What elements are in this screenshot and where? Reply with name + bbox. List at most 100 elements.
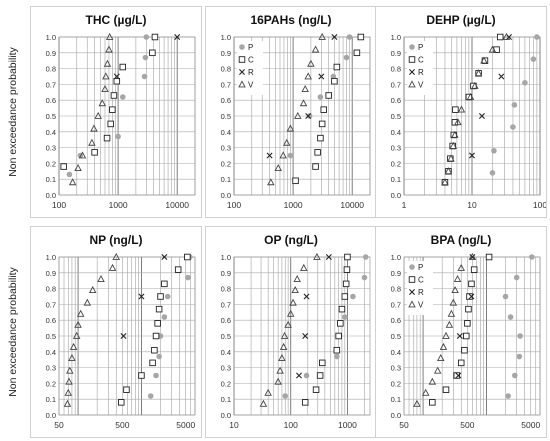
marker-c <box>468 280 475 288</box>
marker-v <box>94 111 102 119</box>
marker-v <box>68 353 76 361</box>
marker-v <box>471 81 479 89</box>
x-tick-label: 10 <box>467 200 477 210</box>
marker-v <box>300 263 308 271</box>
marker-v <box>267 178 275 186</box>
marker-p <box>350 293 356 300</box>
legend-label: V <box>418 81 424 90</box>
marker-c <box>312 386 320 393</box>
marker-v <box>304 72 312 80</box>
series-v <box>413 252 477 407</box>
marker-c <box>117 399 125 406</box>
y-tick-label: 0.3 <box>391 364 401 373</box>
marker-v <box>278 353 286 361</box>
x-tick-label: 100 <box>533 200 546 210</box>
x-tick-label: 50 <box>399 420 409 430</box>
marker-c <box>152 332 160 340</box>
marker-p <box>185 274 191 281</box>
plot-area <box>58 256 196 416</box>
y-tick-label: 0.4 <box>46 128 56 137</box>
marker-p <box>507 314 514 320</box>
marker-v <box>69 342 78 350</box>
y-tick-label: 0.0 <box>46 191 56 200</box>
marker-v <box>299 99 308 107</box>
marker-c <box>107 120 114 128</box>
marker-p <box>534 34 540 40</box>
marker-v <box>279 151 287 159</box>
marker-c <box>109 106 116 113</box>
marker-r <box>468 293 475 300</box>
marker-v <box>441 178 449 186</box>
marker-v <box>457 105 466 113</box>
y-axis-label-top: Non exceedance probability <box>0 6 26 218</box>
y-tick-label: 0.7 <box>391 300 401 309</box>
marker-p <box>141 73 148 80</box>
marker-v <box>68 178 77 186</box>
marker-r <box>331 34 338 40</box>
marker-v <box>72 331 81 339</box>
marker-c <box>292 177 299 185</box>
marker-r <box>113 73 120 80</box>
marker-v <box>480 56 488 64</box>
chart-thc: THC (µg/L) 0.0 0.1 0.2 0.3 0.4 0.5 0.6 0.7 0.8 0.9… <box>46 13 196 210</box>
y-tick-label: 0.7 <box>221 80 231 89</box>
marker-v <box>454 118 462 126</box>
marker-r <box>469 152 475 159</box>
marker-c <box>464 320 471 327</box>
marker-v <box>105 32 114 40</box>
y-tick-label: 0.2 <box>391 159 401 168</box>
marker-v <box>433 366 442 374</box>
marker-r <box>456 333 463 339</box>
series-v <box>259 252 321 407</box>
marker-v <box>307 59 315 67</box>
series-v <box>63 252 120 407</box>
marker-c <box>174 266 182 273</box>
marker-c <box>317 134 324 142</box>
marker-v <box>502 32 511 40</box>
y-tick-label: 0.4 <box>391 128 401 137</box>
marker-c <box>331 77 338 85</box>
marker-p <box>143 34 150 40</box>
marker-c <box>91 149 98 156</box>
x-tick-label: 5000 <box>176 420 195 430</box>
legend-background <box>407 261 433 315</box>
marker-v <box>238 80 246 88</box>
marker-p <box>513 274 520 281</box>
marker-v <box>112 252 120 260</box>
plot-area <box>233 256 371 416</box>
y-tick-label: 0.9 <box>391 49 401 58</box>
series-r <box>469 34 512 159</box>
marker-c <box>154 320 161 327</box>
legend-label: C <box>418 56 424 65</box>
chart-dehp: DEHP (µg/L) 0.0 0.1 0.2 0.3 0.4 0.5 0.6 0.7 0.8 0.… <box>391 13 546 210</box>
marker-c <box>485 253 493 261</box>
marker-v <box>449 141 458 149</box>
marker-v <box>291 286 299 294</box>
marker-c <box>149 49 156 57</box>
marker-p <box>530 56 537 62</box>
marker-v <box>66 366 74 374</box>
marker-v <box>444 167 453 175</box>
y-tick-label: 0.5 <box>221 332 231 341</box>
y-tick-label: 0.7 <box>46 300 56 309</box>
y-tick-label: 1.0 <box>391 33 401 42</box>
marker-c <box>408 276 416 283</box>
x-tick-label: 10000 <box>340 200 364 210</box>
marker-c <box>457 359 465 367</box>
marker-v <box>102 72 110 80</box>
series-c <box>292 33 365 185</box>
marker-c <box>184 253 191 261</box>
x-tick-label: 5000 <box>521 420 540 430</box>
marker-r <box>174 34 181 40</box>
marker-c <box>470 266 478 273</box>
x-tick-label: 100 <box>284 420 298 430</box>
y-tick-label: 0.9 <box>221 269 231 278</box>
marker-c <box>155 305 163 313</box>
series-p <box>489 34 540 176</box>
marker-v <box>63 399 72 407</box>
y-tick-label: 0.5 <box>391 112 401 121</box>
series-p <box>66 34 150 178</box>
x-tick-label: 1000 <box>284 200 303 210</box>
